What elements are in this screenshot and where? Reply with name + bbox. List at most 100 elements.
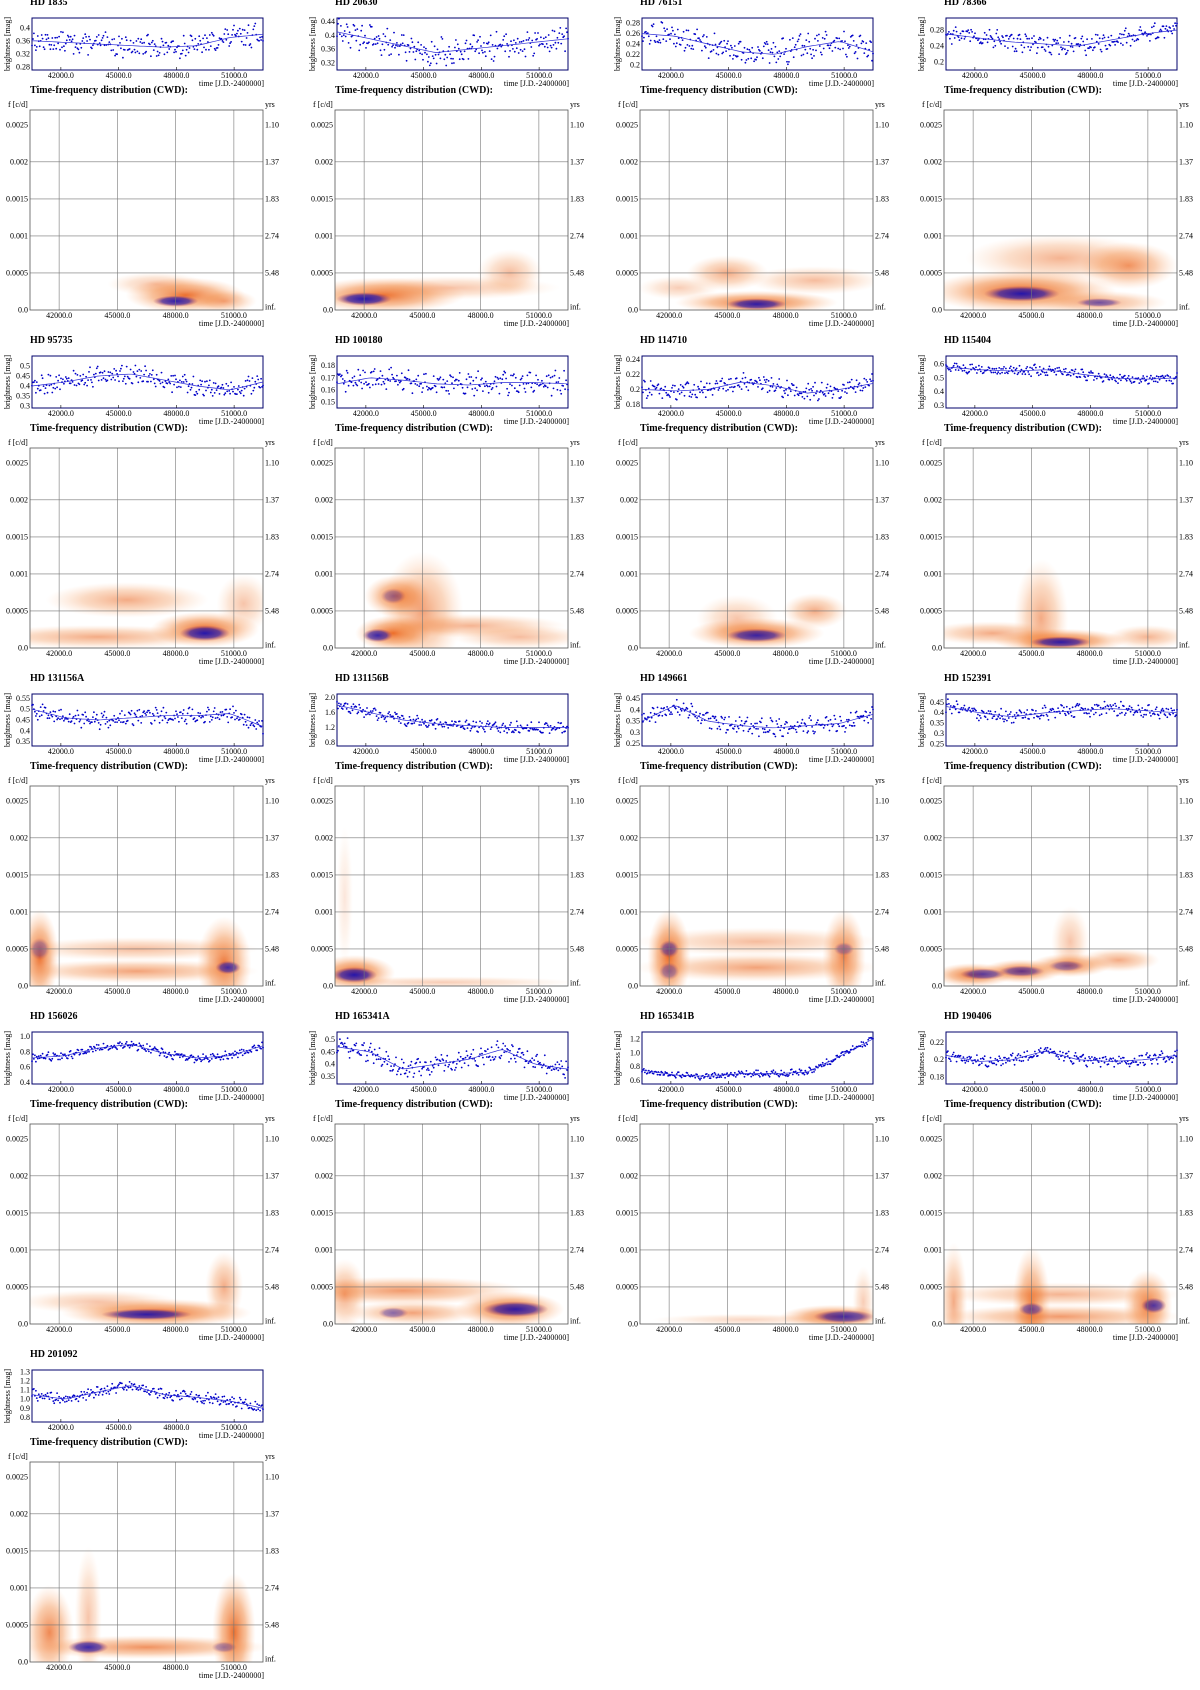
- data-point: [114, 54, 116, 57]
- data-point: [1118, 1055, 1120, 1058]
- data-point: [1135, 39, 1138, 42]
- data-point: [477, 731, 479, 733]
- data-point: [122, 380, 124, 382]
- data-point: [1037, 715, 1040, 718]
- star-title: HD 1835: [30, 0, 68, 8]
- period-axis-label: yrs: [265, 438, 275, 447]
- data-point: [386, 1063, 389, 1066]
- data-point: [407, 369, 410, 372]
- y-tick-label: 0.0: [932, 306, 942, 315]
- data-point: [106, 1044, 109, 1047]
- data-point: [954, 1054, 957, 1057]
- data-point: [968, 370, 971, 373]
- data-point: [552, 44, 555, 46]
- data-point: [127, 1044, 130, 1047]
- trend-line: [31, 373, 264, 391]
- data-point: [674, 33, 676, 36]
- x-tick-label: 45000.0: [1020, 71, 1046, 80]
- period-tick-label: 1.10: [1179, 120, 1193, 129]
- data-point: [104, 378, 107, 381]
- cwd-heatmap: 42000.0 45000.0 48000.0 51000.00.0025 1.100.…: [920, 438, 1193, 666]
- data-point: [770, 48, 773, 50]
- data-point: [225, 1403, 228, 1406]
- data-point: [194, 1397, 197, 1400]
- data-point: [728, 378, 730, 381]
- data-point: [427, 724, 430, 727]
- data-point: [250, 46, 253, 49]
- data-point: [398, 720, 400, 723]
- data-point: [513, 39, 515, 42]
- data-point: [808, 40, 811, 43]
- data-point: [112, 719, 115, 722]
- data-point: [642, 720, 644, 723]
- cwd-heatmap: 42000.0 45000.0 48000.0 51000.00.0025 1.100.…: [311, 1114, 584, 1342]
- data-point: [1071, 46, 1074, 48]
- x-tick-label: 51000.0: [1135, 987, 1161, 996]
- data-point: [153, 719, 156, 722]
- data-point: [33, 1388, 35, 1390]
- data-point: [191, 708, 194, 711]
- y-tick-label: 0.25: [930, 739, 944, 748]
- y-axis-label: f [c/d]: [618, 438, 638, 447]
- data-point: [1046, 715, 1049, 717]
- star-panel: HD 114710 42000.0 45000.0 48000.0 51000.0 0.2…: [610, 335, 900, 676]
- data-point: [1043, 704, 1046, 707]
- data-point: [397, 1070, 399, 1073]
- period-axis-label: yrs: [265, 1114, 275, 1123]
- period-tick-label: 1.83: [875, 194, 889, 203]
- data-point: [235, 709, 237, 712]
- data-point: [126, 375, 129, 378]
- data-point: [1012, 366, 1015, 369]
- heat-blob: [107, 272, 206, 296]
- data-point: [853, 724, 856, 727]
- data-point: [767, 49, 770, 51]
- data-point: [43, 48, 46, 51]
- data-point: [707, 1074, 710, 1076]
- data-point: [151, 712, 154, 715]
- data-point: [733, 1071, 736, 1074]
- data-point: [393, 31, 395, 34]
- data-point: [440, 1054, 443, 1056]
- data-point: [545, 43, 548, 45]
- data-point: [533, 389, 536, 392]
- data-point: [199, 1058, 202, 1061]
- data-point: [649, 380, 652, 382]
- data-point: [503, 730, 506, 732]
- data-point: [1041, 1052, 1044, 1054]
- data-point: [641, 714, 643, 716]
- data-point: [868, 48, 870, 51]
- data-point: [840, 396, 842, 398]
- data-point: [809, 1067, 812, 1070]
- data-point: [62, 715, 64, 718]
- data-point: [983, 31, 986, 34]
- data-point: [763, 728, 766, 731]
- data-point: [560, 42, 563, 45]
- data-point: [669, 38, 671, 41]
- data-point: [344, 390, 347, 393]
- light-curve-chart: 42000.0 45000.0 48000.0 51000.01.00.80.60.4…: [3, 1031, 264, 1102]
- data-point: [259, 386, 261, 389]
- x-tick-label: 42000.0: [48, 747, 74, 756]
- data-point: [104, 723, 107, 725]
- y-tick-label: 0.0005: [311, 268, 333, 277]
- data-point: [641, 1070, 643, 1073]
- y-tick-label: 0.0025: [311, 458, 333, 467]
- data-point: [530, 386, 533, 389]
- heatmap-field: [30, 1251, 252, 1324]
- data-point: [757, 1069, 759, 1072]
- data-point: [362, 369, 364, 372]
- data-point: [446, 380, 449, 382]
- x-tick-label: 42000.0: [962, 747, 988, 756]
- x-axis-label: time [J.D.-2400000]: [504, 417, 569, 426]
- data-point: [829, 1063, 832, 1066]
- trend-line: [336, 1046, 569, 1070]
- data-point: [522, 40, 525, 42]
- data-point: [212, 34, 215, 37]
- data-point: [1008, 35, 1011, 38]
- data-point: [1138, 382, 1141, 384]
- data-point: [404, 51, 407, 54]
- heat-core: [999, 965, 1045, 977]
- data-point: [680, 709, 683, 712]
- data-point: [413, 722, 416, 724]
- data-point: [659, 41, 662, 44]
